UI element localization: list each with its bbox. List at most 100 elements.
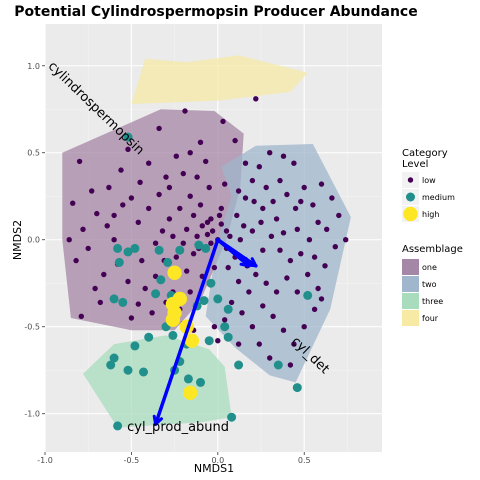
point-low <box>315 219 321 225</box>
point-low <box>253 96 259 102</box>
point-low <box>287 257 294 264</box>
point-low <box>118 167 124 173</box>
point-low <box>311 254 318 260</box>
x-axis: -1.0 -0.5 0.0 0.5 <box>37 452 311 465</box>
point-low <box>199 223 205 229</box>
point-low <box>139 257 145 264</box>
point-low <box>268 233 275 239</box>
point-medium <box>220 322 230 332</box>
hull-three <box>83 335 232 428</box>
legend-key-high <box>403 206 418 222</box>
point-medium <box>109 294 119 304</box>
point-medium <box>292 383 302 393</box>
point-low <box>291 341 297 347</box>
point-medium <box>223 304 233 314</box>
point-medium <box>223 332 233 342</box>
y-tick-label: -0.5 <box>24 323 40 332</box>
point-low <box>156 125 162 132</box>
legend-label-two: two <box>422 280 437 289</box>
legend-label-three: three <box>422 297 443 306</box>
point-low <box>92 285 98 292</box>
point-low <box>324 226 330 232</box>
chart-title: Potential Cylindrospermopsin Producer Ab… <box>14 4 417 20</box>
point-medium <box>168 330 178 340</box>
vector-arrowhead-cyl_prod_abund <box>152 414 163 426</box>
point-low <box>251 198 257 205</box>
point-low <box>253 271 259 278</box>
point-low <box>260 303 266 309</box>
point-low <box>187 289 193 295</box>
point-medium <box>204 336 214 346</box>
point-low <box>277 247 283 253</box>
point-low <box>336 212 342 219</box>
legend-key-four <box>402 310 419 326</box>
point-low <box>239 310 245 316</box>
point-low <box>305 271 311 278</box>
point-low <box>267 150 273 156</box>
point-low <box>223 228 230 234</box>
legend-key-three <box>402 293 419 309</box>
point-medium <box>154 245 164 255</box>
point-low <box>170 233 176 239</box>
point-low <box>322 263 328 269</box>
point-low <box>73 257 79 264</box>
point-low <box>301 324 307 330</box>
point-low <box>104 223 110 229</box>
point-low <box>249 228 256 234</box>
point-low <box>280 327 287 333</box>
hull-four <box>131 55 308 104</box>
point-low <box>209 228 216 234</box>
point-low <box>218 221 224 227</box>
point-low <box>163 174 169 180</box>
point-low <box>194 233 200 239</box>
point-low <box>173 254 179 260</box>
point-low <box>180 170 186 177</box>
point-low <box>249 324 256 330</box>
y-axis-title: NMDS2 <box>11 220 24 260</box>
point-low <box>249 177 256 184</box>
point-low <box>120 202 126 208</box>
y-axis: -1.0 -0.5 0.0 0.5 1.0 <box>24 62 45 419</box>
point-low <box>258 219 264 225</box>
point-medium <box>123 247 133 257</box>
point-low <box>294 226 300 232</box>
point-low <box>187 150 193 156</box>
legend-key-low <box>407 177 414 183</box>
x-axis-title: NMDS1 <box>194 462 234 475</box>
point-low <box>204 219 211 225</box>
point-low <box>101 271 107 278</box>
point-low <box>135 301 141 307</box>
y-tick-label: 1.0 <box>27 62 40 71</box>
point-low <box>232 137 238 144</box>
point-low <box>216 212 223 219</box>
point-low <box>263 184 269 191</box>
vector-label-cyl_prod_abund: cyl_prod_abund <box>127 420 229 435</box>
point-low <box>291 160 297 166</box>
point-low <box>197 202 204 208</box>
point-low <box>273 216 280 222</box>
point-low <box>85 245 91 252</box>
point-low <box>187 193 193 199</box>
point-low <box>80 226 86 232</box>
point-medium <box>234 360 244 370</box>
point-low <box>287 362 294 368</box>
point-low <box>273 289 280 295</box>
point-medium <box>118 297 128 307</box>
point-low <box>184 226 190 232</box>
point-low <box>142 285 148 292</box>
point-low <box>329 195 335 201</box>
point-medium <box>130 341 140 351</box>
point-medium <box>151 289 161 299</box>
point-low <box>208 240 214 246</box>
x-tick-label: 0.5 <box>298 456 311 465</box>
legend-assemblage: Assemblage one two three four <box>402 244 463 326</box>
point-low <box>76 158 83 165</box>
point-medium <box>106 360 116 370</box>
point-high <box>167 265 182 280</box>
x-tick-label: -1.0 <box>37 456 53 465</box>
point-low <box>235 188 242 194</box>
point-low <box>111 237 117 243</box>
point-low <box>106 184 112 191</box>
point-high <box>184 333 200 348</box>
point-low <box>78 313 85 319</box>
